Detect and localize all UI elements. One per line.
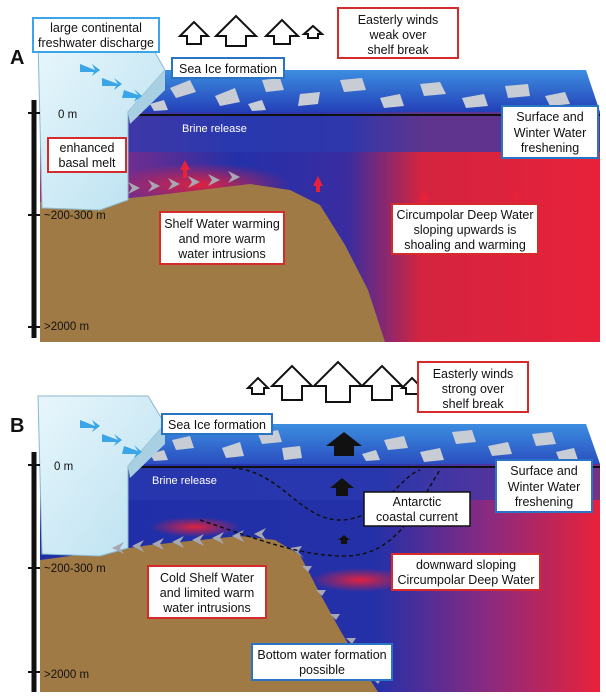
panel-a-discharge-label: large continental freshwater discharge — [32, 17, 160, 53]
svg-text:Circumpolar Deep Water: Circumpolar Deep Water — [396, 208, 533, 222]
svg-text:Winter Water: Winter Water — [508, 480, 580, 494]
panel-a-depth-0: 0 m — [58, 109, 77, 121]
panel-a-melt-label: enhanced basal melt — [47, 137, 127, 173]
svg-text:strong over: strong over — [442, 382, 505, 396]
panel-b-bottom-label: Bottom water formation possible — [251, 643, 393, 681]
svg-text:shoaling and warming: shoaling and warming — [404, 238, 526, 252]
panel-b-brine-label: Brine release — [152, 475, 217, 487]
panel-a-intrusion-arrows — [128, 171, 240, 194]
panel-a-upwelling-arrows — [180, 160, 521, 208]
panel-a-letter: A — [10, 47, 24, 69]
panel-a-brine-label: Brine release — [182, 123, 247, 135]
svg-text:Surface and: Surface and — [510, 464, 577, 478]
svg-text:Cold Shelf Water: Cold Shelf Water — [160, 571, 254, 585]
panel-b-ice-shelf — [37, 395, 166, 557]
panel-b-depth-deep: >2000 m — [44, 669, 89, 681]
panel-a-wind-arrows — [177, 14, 325, 47]
svg-text:Surface and: Surface and — [516, 110, 583, 124]
svg-text:shelf break: shelf break — [367, 43, 429, 57]
panel-a-depth-deep: >2000 m — [44, 321, 89, 333]
svg-text:and more warm: and more warm — [179, 232, 266, 246]
svg-text:Antarctic: Antarctic — [393, 495, 442, 509]
svg-text:possible: possible — [299, 663, 345, 677]
panel-b-shelf-label: Cold Shelf Water and limited warm water … — [147, 565, 267, 619]
panel-b-cdw-label: downward sloping Circumpolar Deep Water — [391, 553, 541, 591]
svg-text:Easterly winds: Easterly winds — [358, 13, 439, 27]
svg-text:freshwater discharge: freshwater discharge — [38, 36, 154, 50]
svg-text:downward sloping: downward sloping — [416, 558, 516, 572]
svg-text:coastal current: coastal current — [376, 510, 459, 524]
svg-text:sloping upwards is: sloping upwards is — [414, 223, 517, 237]
panel-b-sea-ice-floes — [150, 430, 578, 462]
svg-text:enhanced: enhanced — [60, 141, 115, 155]
svg-text:freshening: freshening — [521, 141, 579, 155]
panel-a-shelf-label: Shelf Water warming and more warm water … — [159, 211, 285, 265]
panel-a-sea-ice-label: Sea Ice formation — [171, 57, 285, 79]
svg-text:and limited warm: and limited warm — [160, 586, 254, 600]
panel-b-surface-label: Surface and Winter Water freshening — [495, 459, 593, 513]
panel-b-depth-axis: 0 m ~200-300 m >2000 m — [28, 452, 106, 692]
panel-a-depth-shelf: ~200-300 m — [44, 210, 106, 222]
panel-b-current-label: Antarctic coastal current — [363, 491, 471, 527]
svg-text:Bottom water formation: Bottom water formation — [257, 648, 386, 662]
panel-b-discharge-arrows — [80, 420, 142, 458]
panel-a-cdw-label: Circumpolar Deep Water sloping upwards i… — [391, 203, 539, 255]
svg-text:weak over: weak over — [369, 28, 427, 42]
svg-text:Circumpolar Deep Water: Circumpolar Deep Water — [397, 573, 534, 587]
svg-text:basal melt: basal melt — [59, 156, 116, 170]
panel-a-depth-axis: 0 m ~200-300 m >2000 m — [28, 100, 106, 338]
svg-text:Sea Ice formation: Sea Ice formation — [179, 62, 277, 76]
panel-b-wind-arrows — [245, 360, 425, 403]
panel-b-depth-shelf: ~200-300 m — [44, 563, 106, 575]
panel-b-warm-intrusion — [150, 517, 240, 537]
panel-b-current-arrows — [326, 432, 362, 544]
svg-text:Sea Ice formation: Sea Ice formation — [168, 418, 266, 432]
panel-b-cdw-blob — [310, 568, 410, 592]
svg-text:freshening: freshening — [515, 495, 573, 509]
panel-a: A — [10, 7, 600, 342]
panel-b-sea-ice-label: Sea Ice formation — [161, 413, 273, 435]
svg-text:large continental: large continental — [50, 21, 142, 35]
panel-a-surface-label: Surface and Winter Water freshening — [501, 105, 599, 159]
panel-b: B — [10, 360, 600, 692]
panel-a-winds-label: Easterly winds weak over shelf break — [337, 7, 459, 59]
svg-text:Easterly winds: Easterly winds — [433, 367, 514, 381]
panel-b-depth-0: 0 m — [54, 461, 73, 473]
panel-b-winds-label: Easterly winds strong over shelf break — [417, 361, 529, 413]
panel-a-discharge-arrows — [80, 64, 142, 102]
svg-text:water intrusions: water intrusions — [162, 601, 251, 615]
svg-text:Winter Water: Winter Water — [514, 126, 586, 140]
svg-text:shelf break: shelf break — [442, 397, 504, 411]
panel-b-shelf-arrows — [112, 528, 384, 690]
svg-text:water intrusions: water intrusions — [177, 247, 266, 261]
panel-b-letter: B — [10, 415, 24, 437]
panel-a-sea-ice-floes — [150, 78, 570, 111]
svg-text:Shelf Water warming: Shelf Water warming — [164, 217, 280, 231]
